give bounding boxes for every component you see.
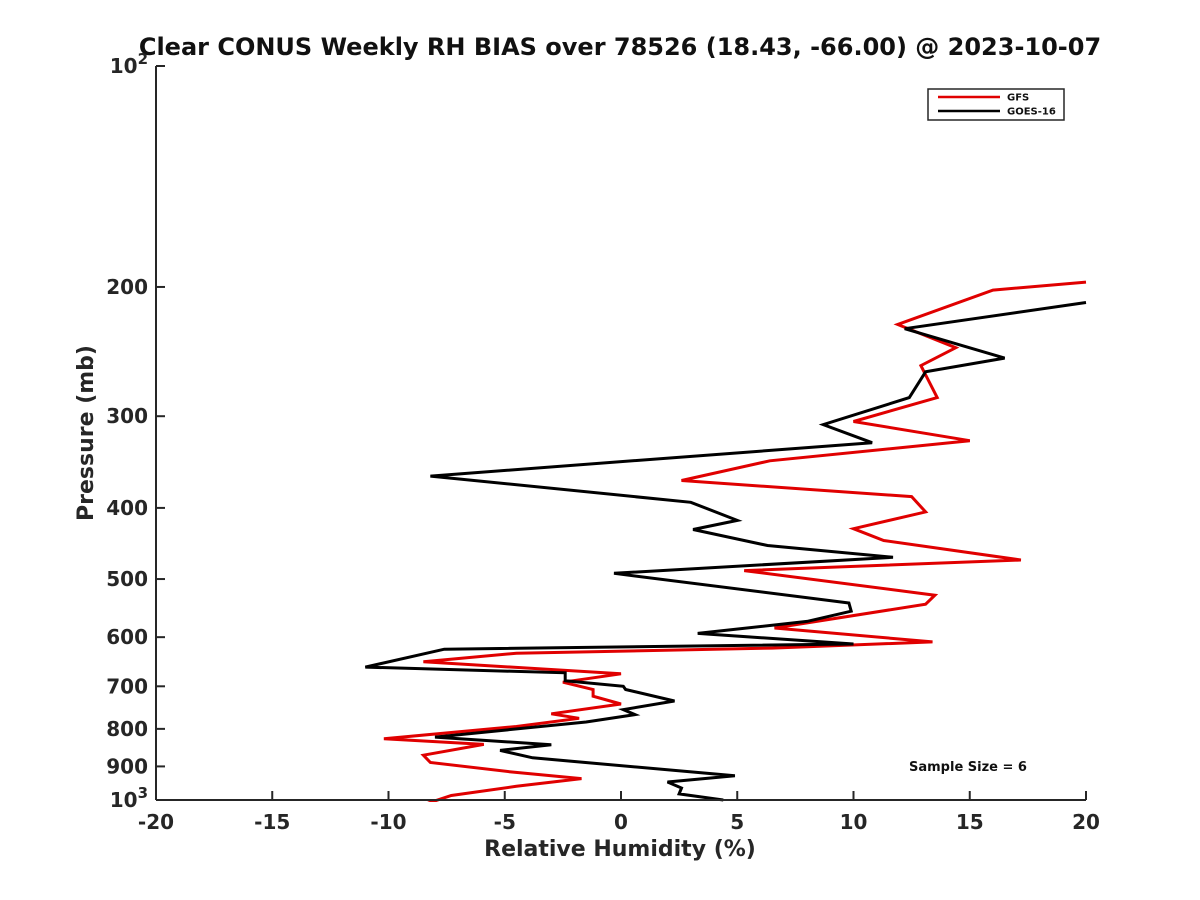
series-layer [364,280,1087,802]
y-tick-label: 600 [106,625,148,649]
y-tick-label: 400 [106,496,148,520]
y-tick-label: 300 [106,404,148,428]
x-tick-label: -5 [494,810,516,834]
y-tick-label: 102 [110,50,148,78]
x-axis-label: Relative Humidity (%) [484,837,756,862]
legend-label: GFS [1007,93,1029,104]
series-line-goes-16 [364,301,1087,802]
x-tick-label: -10 [370,810,406,834]
y-tick-label: 800 [106,717,148,741]
y-tick-label: 500 [106,567,148,591]
y-tick-label: 700 [106,674,148,698]
x-tick-label: 15 [956,810,984,834]
y-axis-label: Pressure (mb) [74,345,99,521]
series-line-gfs [383,280,1087,802]
legend-box [927,88,1065,121]
x-tick-label: -15 [254,810,290,834]
x-tick-label: 10 [840,810,868,834]
legend-label: GOES-16 [1007,107,1056,118]
legend: GFS GOES-16 [927,88,1065,121]
x-tick-label: 0 [614,810,628,834]
x-ticks: -20 -15 -10 -5 0 5 10 15 20 [138,791,1100,834]
x-tick-label: 5 [730,810,744,834]
chart-title: Clear CONUS Weekly RH BIAS over 78526 (1… [139,33,1101,61]
x-tick-label: 20 [1072,810,1100,834]
y-tick-label: 103 [110,784,148,812]
sample-size-annotation: Sample Size = 6 [909,760,1027,775]
y-ticks: 102 200 300 400 500 600 700 800 900 103 [106,50,165,812]
y-tick-label: 200 [106,275,148,299]
axes-layer [155,66,1086,801]
x-tick-label: -20 [138,810,174,834]
y-tick-label: 900 [106,754,148,778]
